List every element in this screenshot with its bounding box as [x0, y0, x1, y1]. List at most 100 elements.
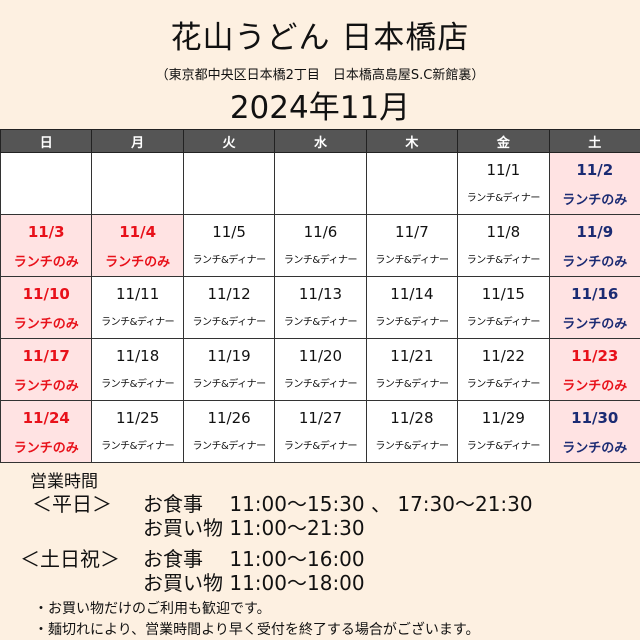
weekend-meal-hours: お食事 11:00〜16:00 — [143, 547, 365, 571]
calendar-day-cell: 11/8 ランチ&ディナー — [457, 214, 550, 277]
day-service-label: ランチのみ — [562, 193, 628, 208]
day-service-label: ランチのみ — [13, 255, 79, 270]
calendar-week: 11/24 ランチのみ 11/25 ランチ&ディナー 11/26 ランチ&ディナー 11/2… — [0, 400, 640, 463]
calendar-day-cell — [91, 152, 184, 215]
day-service-label: ランチ&ディナー — [101, 441, 175, 452]
day-date: 11/2 — [576, 161, 614, 179]
weekday-header: 火 — [182, 129, 276, 153]
day-date: 11/4 — [119, 223, 157, 241]
note-shopping: ・お買い物だけのご利用も歓迎です。 — [34, 601, 271, 617]
calendar-day-cell: 11/28 ランチ&ディナー — [365, 400, 459, 463]
calendar-day-cell: 11/10 ランチのみ — [0, 276, 93, 339]
day-date: 11/1 — [486, 161, 521, 179]
day-date: 11/14 — [390, 285, 434, 303]
calendar-week: 11/1 ランチ&ディナー 11/2 ランチのみ — [0, 152, 640, 215]
day-service-label: ランチ&ディナー — [101, 317, 175, 328]
calendar-day-cell: 11/16 ランチのみ — [548, 276, 640, 339]
day-date: 11/27 — [298, 409, 343, 427]
day-date: 11/19 — [207, 347, 251, 365]
day-date: 11/16 — [571, 285, 619, 303]
calendar-day-cell: 11/11 ランチ&ディナー — [91, 276, 184, 339]
calendar-month: 2024年11月 — [229, 90, 411, 126]
day-date: 11/15 — [481, 285, 525, 303]
weekend-label: ＜土日祝＞ — [20, 547, 120, 571]
day-date: 11/30 — [571, 409, 619, 427]
calendar-day-cell — [182, 152, 276, 215]
calendar-day-cell: 11/3 ランチのみ — [0, 214, 93, 277]
calendar-day-cell: 11/9 ランチのみ — [548, 214, 640, 277]
day-date: 11/22 — [481, 347, 525, 365]
day-service-label: ランチ&ディナー — [375, 317, 449, 328]
day-service-label: ランチのみ — [13, 317, 79, 332]
day-service-label: ランチのみ — [562, 255, 628, 270]
calendar-day-cell — [0, 152, 93, 215]
day-service-label: ランチ&ディナー — [192, 441, 267, 452]
day-date: 11/3 — [27, 223, 65, 241]
day-service-label: ランチのみ — [105, 255, 171, 270]
day-date: 11/23 — [571, 347, 619, 365]
day-date: 11/29 — [481, 409, 525, 427]
day-date: 11/10 — [22, 285, 70, 303]
calendar-day-cell: 11/1 ランチ&ディナー — [457, 152, 550, 215]
day-date: 11/24 — [22, 409, 70, 427]
weekday-shop-hours: お買い物 11:00〜21:30 — [143, 516, 365, 540]
calendar-day-cell: 11/15 ランチ&ディナー — [457, 276, 550, 339]
weekday-header: 月 — [91, 129, 184, 153]
day-service-label: ランチ&ディナー — [375, 255, 449, 266]
day-date: 11/26 — [207, 409, 251, 427]
calendar-day-cell: 11/25 ランチ&ディナー — [91, 400, 184, 463]
calendar-day-cell: 11/14 ランチ&ディナー — [365, 276, 459, 339]
calendar-day-cell: 11/30 ランチのみ — [548, 400, 640, 463]
calendar-day-cell: 11/19 ランチ&ディナー — [182, 338, 276, 401]
day-date: 11/21 — [390, 347, 434, 365]
business-calendar: 日月火水木金土 11/1 ランチ&ディナー 11/2 ランチのみ 11/3 ランチのみ 11… — [0, 129, 640, 463]
day-date: 11/13 — [298, 285, 343, 303]
day-service-label: ランチ&ディナー — [466, 441, 541, 452]
calendar-day-cell: 11/17 ランチのみ — [0, 338, 93, 401]
calendar-day-cell: 11/18 ランチ&ディナー — [91, 338, 184, 401]
day-date: 11/25 — [116, 409, 160, 427]
calendar-day-cell: 11/2 ランチのみ — [548, 152, 640, 215]
day-service-label: ランチ&ディナー — [283, 379, 358, 390]
day-date: 11/7 — [395, 223, 429, 241]
day-service-label: ランチ&ディナー — [283, 441, 358, 452]
day-service-label: ランチのみ — [562, 441, 628, 456]
day-service-label: ランチ&ディナー — [466, 317, 541, 328]
day-service-label: ランチ&ディナー — [283, 317, 358, 328]
weekday-meal-hours: お食事 11:00〜15:30 、 17:30〜21:30 — [143, 492, 533, 516]
day-service-label: ランチのみ — [13, 379, 79, 394]
calendar-day-cell: 11/22 ランチ&ディナー — [457, 338, 550, 401]
weekday-header: 土 — [548, 129, 640, 153]
day-service-label: ランチのみ — [562, 317, 628, 332]
day-date: 11/9 — [576, 223, 614, 241]
calendar-day-cell: 11/21 ランチ&ディナー — [365, 338, 459, 401]
day-service-label: ランチ&ディナー — [192, 379, 267, 390]
day-service-label: ランチ&ディナー — [192, 317, 267, 328]
calendar-day-cell: 11/5 ランチ&ディナー — [182, 214, 276, 277]
day-service-label: ランチ&ディナー — [283, 255, 358, 266]
calendar-day-cell — [274, 152, 367, 215]
calendar-day-cell — [365, 152, 459, 215]
calendar-day-cell: 11/27 ランチ&ディナー — [274, 400, 367, 463]
calendar-day-cell: 11/13 ランチ&ディナー — [274, 276, 367, 339]
day-service-label: ランチ&ディナー — [466, 379, 541, 390]
day-service-label: ランチ&ディナー — [466, 255, 541, 266]
day-date: 11/28 — [390, 409, 434, 427]
weekday-header: 水 — [274, 129, 367, 153]
day-date: 11/18 — [116, 347, 160, 365]
day-date: 11/20 — [298, 347, 343, 365]
calendar-week: 11/10 ランチのみ 11/11 ランチ&ディナー 11/12 ランチ&ディナー 11/1… — [0, 276, 640, 339]
calendar-day-cell: 11/20 ランチ&ディナー — [274, 338, 367, 401]
calendar-week: 11/17 ランチのみ 11/18 ランチ&ディナー 11/19 ランチ&ディナー 11/2… — [0, 338, 640, 401]
weekday-label: ＜平日＞ — [32, 492, 112, 516]
day-date: 11/11 — [116, 285, 160, 303]
day-date: 11/6 — [303, 223, 338, 241]
day-service-label: ランチ&ディナー — [192, 255, 267, 266]
calendar-day-cell: 11/24 ランチのみ — [0, 400, 93, 463]
weekday-header: 木 — [365, 129, 459, 153]
store-title: 花山うどん 日本橋店 — [170, 20, 470, 56]
calendar-day-cell: 11/6 ランチ&ディナー — [274, 214, 367, 277]
day-date: 11/8 — [486, 223, 521, 241]
day-service-label: ランチ&ディナー — [101, 379, 175, 390]
day-service-label: ランチ&ディナー — [375, 441, 449, 452]
